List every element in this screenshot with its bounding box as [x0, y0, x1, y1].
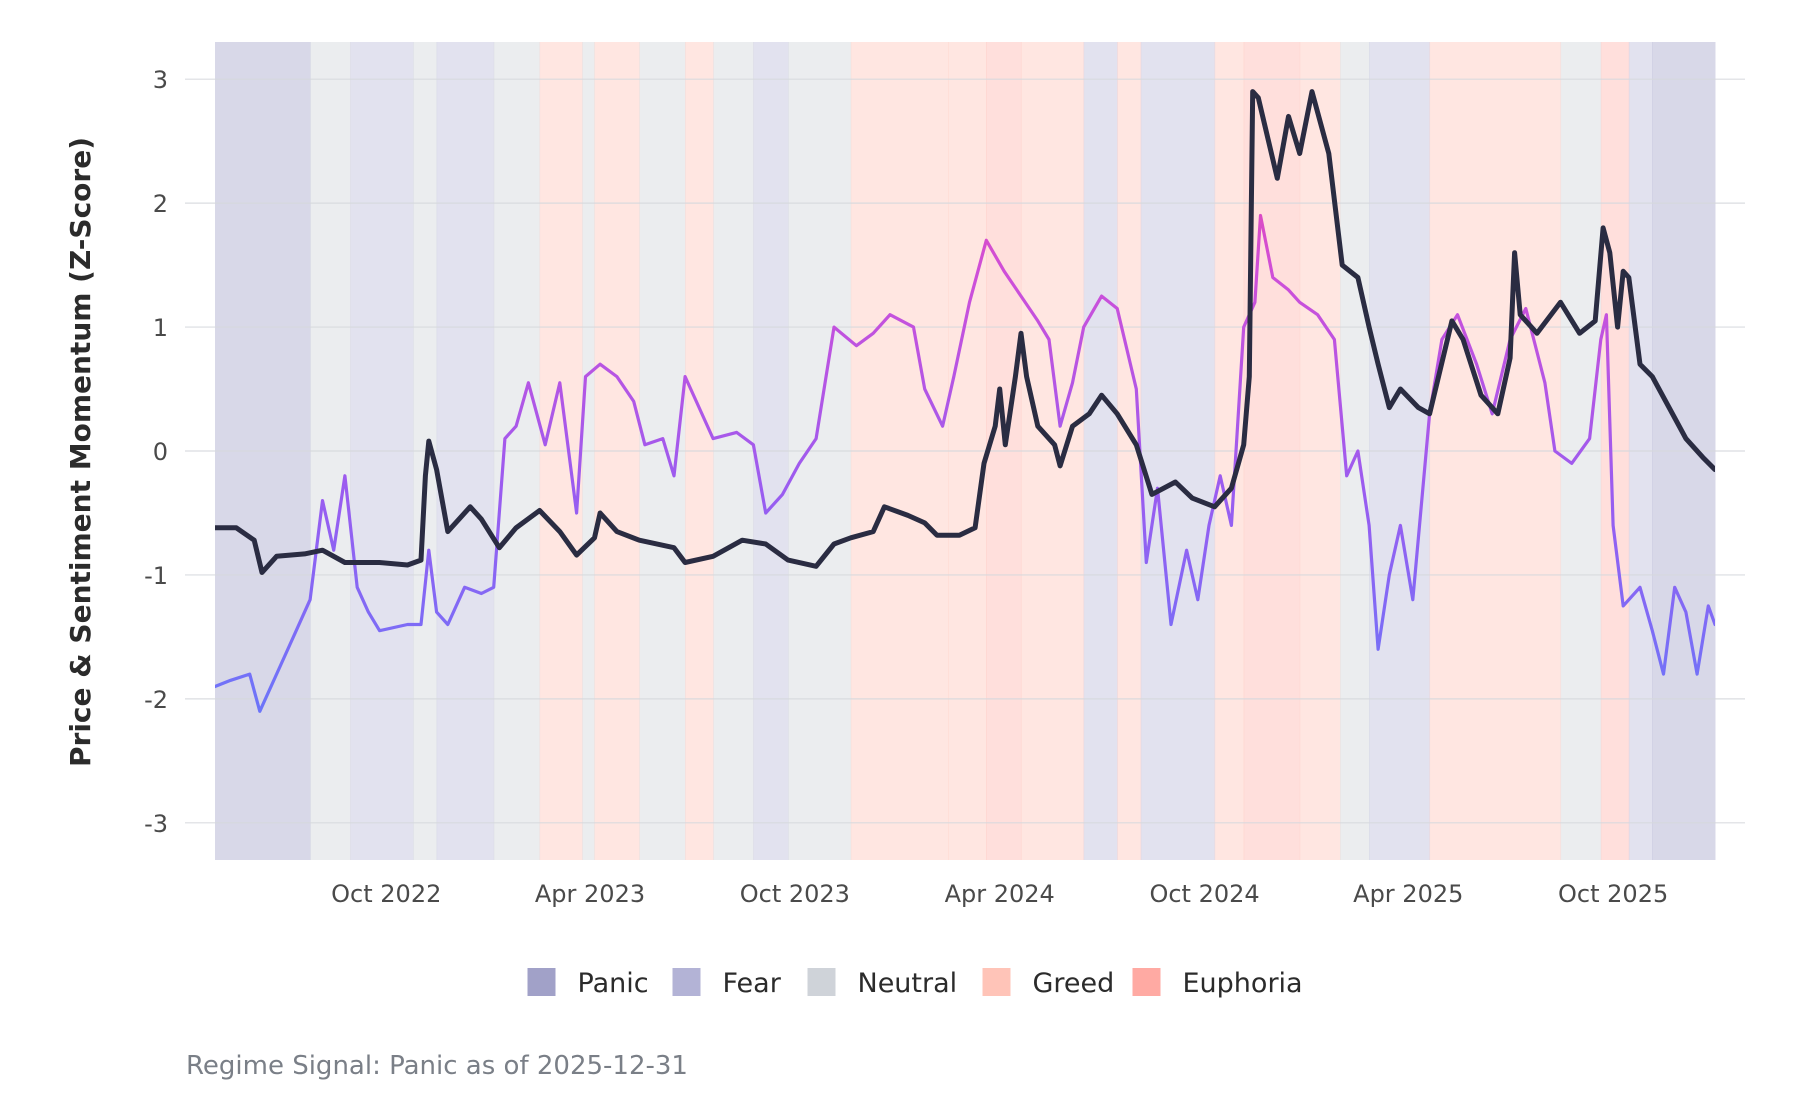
legend-swatch-neutral — [807, 968, 836, 996]
y-grid — [185, 78, 1745, 824]
y-axis-label: Price & Sentiment Momentum (Z-Score) — [64, 137, 97, 767]
legend-label-neutral: Neutral — [858, 968, 958, 999]
x-tick-label: Apr 2023 — [535, 880, 645, 908]
legend-swatch-euphoria — [1132, 968, 1161, 996]
x-tick-label: Oct 2023 — [740, 880, 850, 908]
y-tick-label: 1 — [153, 314, 168, 342]
y-tick-label: -1 — [144, 562, 168, 590]
sentiment-momentum-line — [215, 213, 1715, 713]
y-tick-label: 0 — [153, 438, 168, 466]
y-tick-label: -3 — [144, 810, 168, 838]
y-tick-label: 2 — [153, 190, 168, 218]
legend-label-euphoria: Euphoria — [1183, 968, 1303, 999]
y-tick-label: 3 — [153, 66, 168, 94]
price-momentum-line — [215, 89, 1715, 575]
legend-label-greed: Greed — [1033, 968, 1115, 999]
x-tick-label: Oct 2024 — [1149, 880, 1259, 908]
legend-swatch-greed — [982, 968, 1011, 996]
x-tick-label: Apr 2025 — [1353, 880, 1463, 908]
x-tick-label: Oct 2022 — [331, 880, 441, 908]
legend-swatch-panic — [527, 968, 556, 996]
x-tick-label: Apr 2024 — [945, 880, 1055, 908]
y-axis-ticks: 3 2 1 0 -1 -2 -3 — [144, 66, 168, 838]
regime-caption: Regime Signal: Panic as of 2025-12-31 — [186, 1051, 688, 1081]
x-tick-label: Oct 2025 — [1558, 880, 1668, 908]
y-tick-label: -2 — [144, 686, 168, 714]
x-axis-ticks: Oct 2022 Apr 2023 Oct 2023 Apr 2024 Oct 2024… — [331, 880, 1668, 908]
legend-label-panic: Panic — [578, 968, 649, 999]
series-layer — [215, 89, 1715, 713]
legend-swatch-fear — [672, 968, 701, 996]
legend-label-fear: Fear — [723, 968, 782, 999]
legend: Panic Fear Neutral Greed Euphoria — [527, 968, 1303, 999]
